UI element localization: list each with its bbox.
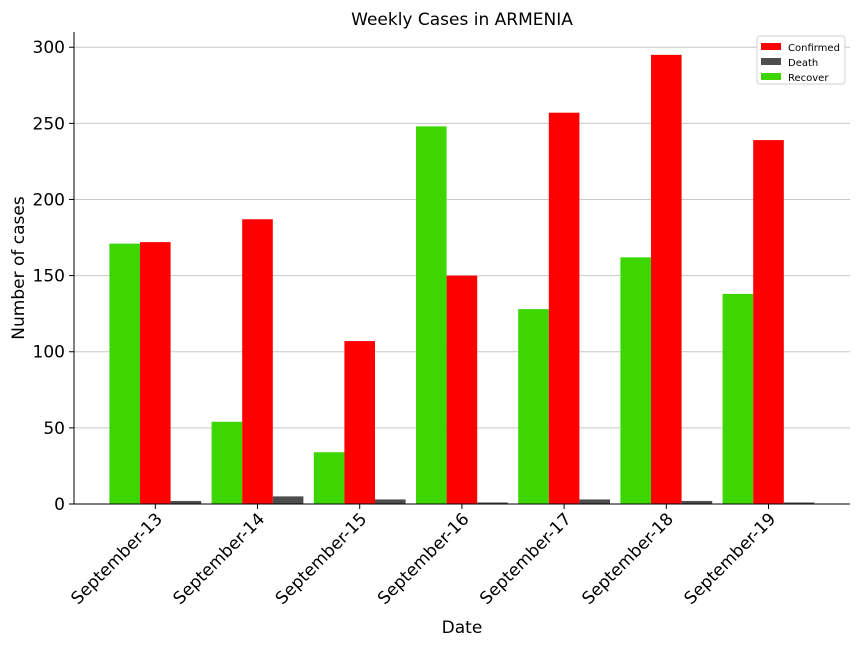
- y-axis-title: Number of cases: [9, 196, 29, 340]
- bar-death-4: [477, 502, 508, 504]
- y-axis-ticks: 0 50 100 150 200 250 300: [33, 38, 74, 515]
- x-tick-label: September-13: [67, 509, 166, 608]
- legend-label-confirmed: Confirmed: [788, 43, 840, 54]
- y-tick-label: 150: [33, 267, 65, 287]
- chart-title: Weekly Cases in ARMENIA: [351, 10, 573, 30]
- x-tick-label: September-14: [170, 509, 269, 608]
- bar-death-7: [783, 502, 815, 504]
- bar-death-2: [272, 496, 304, 504]
- bar-death-1: [170, 500, 202, 504]
- legend-swatch-confirmed: [761, 43, 781, 50]
- x-axis-ticks: September-13 September-14 September-15 Sept…: [67, 504, 780, 609]
- bars: [109, 54, 815, 505]
- y-tick-label: 200: [33, 190, 65, 210]
- bar-death-3: [375, 499, 406, 504]
- bar-death-6: [681, 500, 713, 504]
- bar-recover-6: [620, 257, 651, 504]
- legend-swatch-recover: [761, 73, 781, 80]
- x-tick-label: September-16: [374, 509, 473, 608]
- y-tick-label: 50: [43, 419, 65, 439]
- bar-confirmed-7: [753, 140, 784, 505]
- bar-confirmed-3: [344, 341, 375, 504]
- y-tick-label: 300: [33, 38, 65, 58]
- bar-confirmed-6: [651, 54, 682, 504]
- bar-death-5: [579, 499, 610, 504]
- bar-recover-5: [518, 309, 549, 504]
- bar-recover-3: [313, 452, 345, 504]
- bar-confirmed-5: [548, 112, 580, 504]
- x-tick-label: September-19: [681, 509, 780, 608]
- x-tick-label: September-15: [272, 509, 371, 608]
- x-tick-label: September-18: [578, 509, 677, 608]
- legend-label-recover: Recover: [788, 73, 829, 84]
- bar-recover-1: [109, 243, 140, 504]
- bar-confirmed-1: [140, 242, 171, 504]
- legend: Confirmed Death Recover: [756, 35, 846, 85]
- x-axis-title: Date: [442, 618, 483, 638]
- x-tick-label: September-17: [476, 509, 575, 608]
- legend-swatch-death: [761, 58, 781, 65]
- bar-recover-2: [211, 421, 243, 504]
- bar-recover-4: [416, 126, 447, 505]
- y-tick-label: 100: [33, 343, 65, 363]
- y-tick-label: 250: [33, 114, 65, 134]
- bar-recover-7: [722, 293, 754, 504]
- legend-label-death: Death: [788, 58, 818, 69]
- bar-confirmed-2: [242, 219, 273, 505]
- y-tick-label: 0: [54, 495, 65, 515]
- bar-confirmed-4: [446, 275, 478, 504]
